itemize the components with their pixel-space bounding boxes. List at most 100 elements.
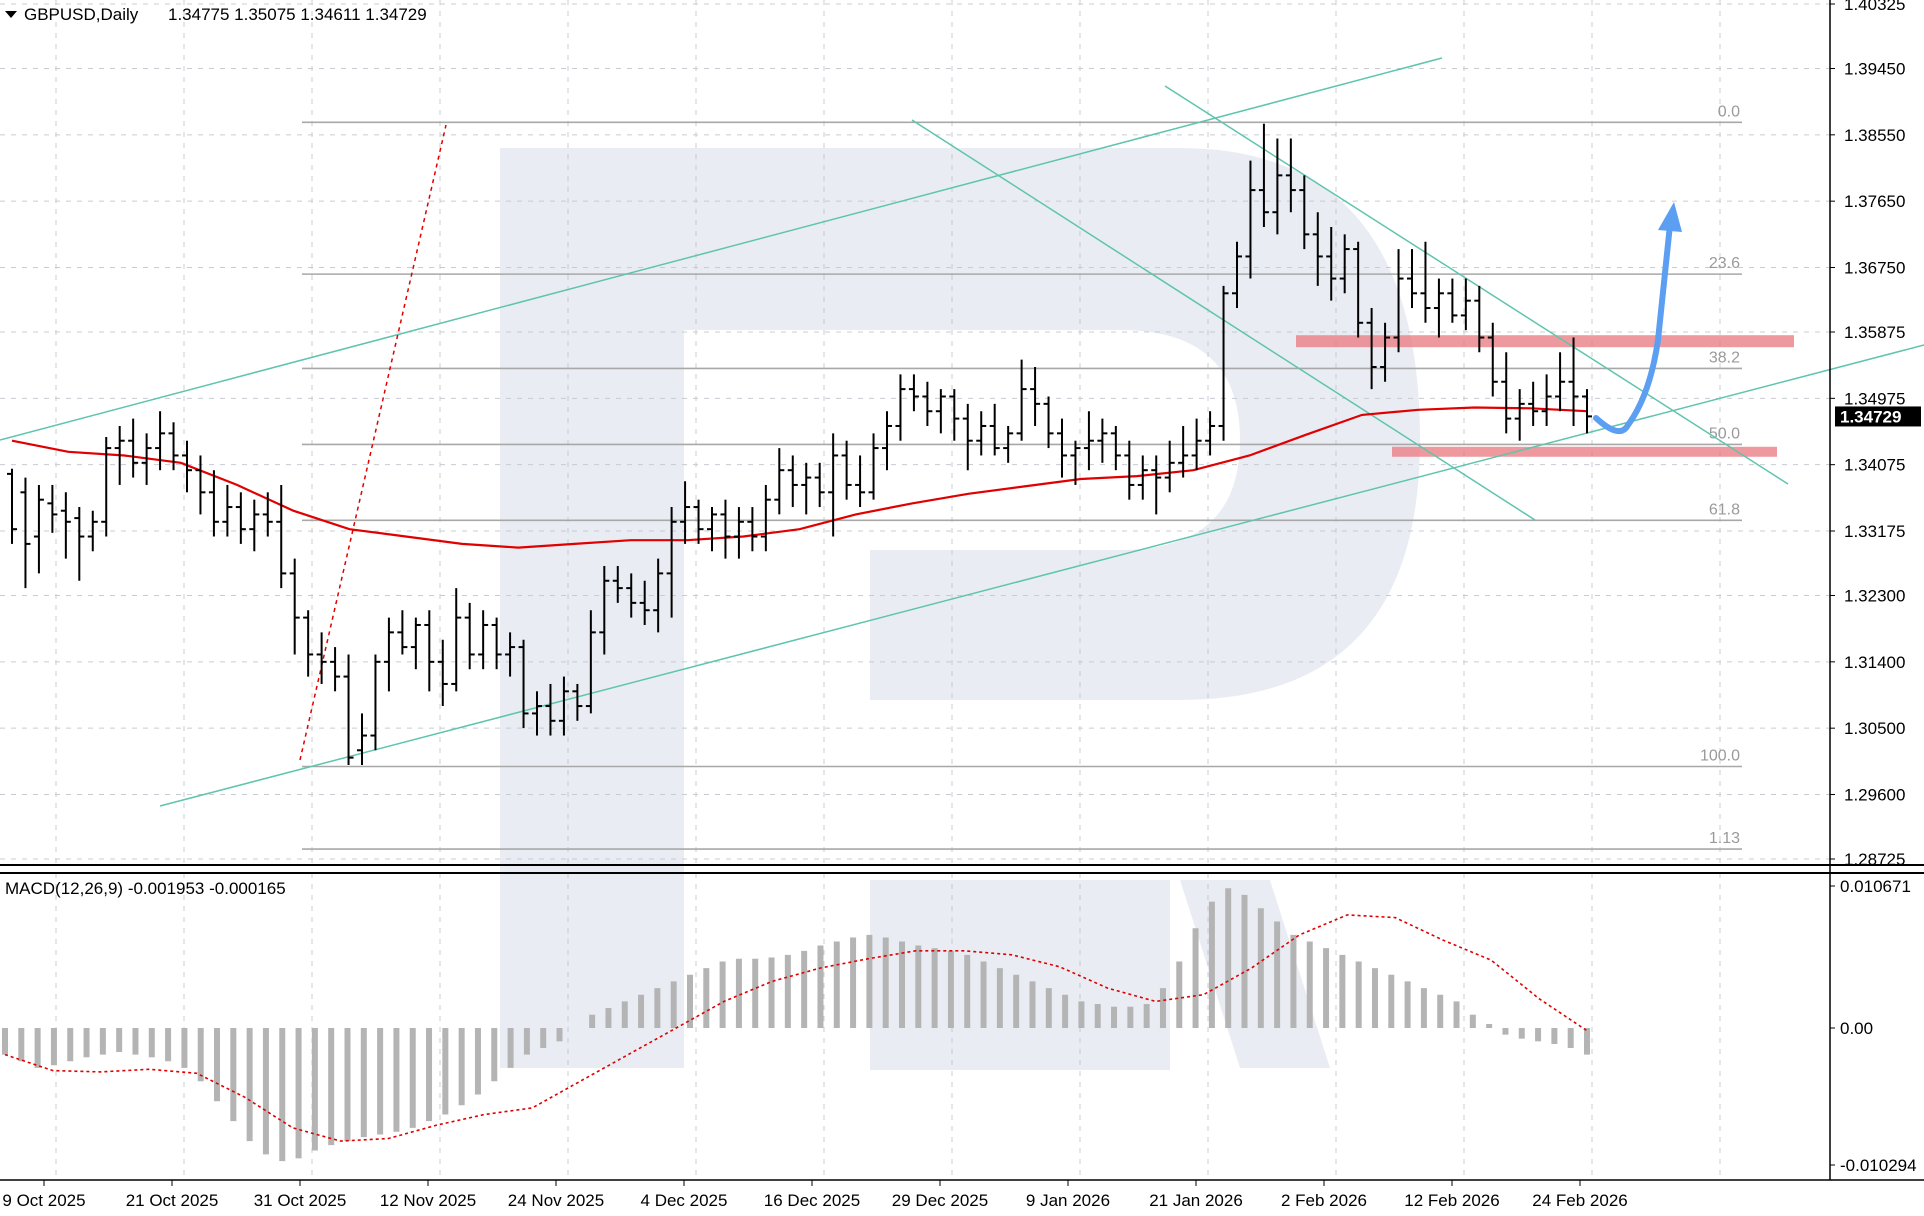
ohlc-bar (101, 437, 112, 537)
macd-panel (2, 888, 1590, 1162)
lower-channel-line (159, 344, 1924, 807)
price-tick-label: 1.32300 (1844, 586, 1905, 605)
ohlc-bar (572, 683, 583, 721)
ohlc-bar (1057, 418, 1067, 478)
ohlc-bar (814, 462, 825, 508)
ohlc-bar (882, 411, 892, 471)
price-tick-label: 1.40325 (1844, 0, 1905, 14)
ohlc-bar (1326, 226, 1337, 301)
ohlc-bar (1582, 389, 1592, 434)
fibonacci-levels: 0.0 23.6 38.2 50.0 61.8 100.0 1.13 (302, 103, 1742, 850)
ohlc-bar (1514, 389, 1525, 441)
ohlc-bar (1070, 440, 1081, 485)
fib-label: 1.13 (1709, 830, 1740, 847)
ohlc-bar (774, 448, 785, 515)
ohlc-bar (1003, 425, 1014, 463)
fib-label: 0.0 (1718, 103, 1740, 120)
moving-average (11, 406, 1588, 549)
ohlc-bar (1393, 249, 1404, 353)
ohlc-bar (1124, 440, 1135, 500)
time-tick-label: 9 Oct 2025 (2, 1191, 85, 1210)
ohlc-bar (60, 492, 71, 559)
ohlc-bar (33, 484, 44, 574)
ohlc-bar (1380, 322, 1391, 382)
ohlc-bar (1528, 381, 1539, 426)
ohlc-bar (1420, 241, 1431, 323)
ohlc-bar (935, 389, 946, 434)
ohlc-bar (276, 484, 287, 589)
price-tick-label: 1.37650 (1844, 192, 1905, 211)
ohlc-bar (249, 499, 260, 552)
ohlc-bar (1191, 418, 1202, 471)
macd-tick-label: -0.010294 (1840, 1156, 1917, 1175)
ohlc-bar (114, 425, 125, 485)
ohlc-bar (1487, 322, 1498, 397)
ohlc-bar (680, 481, 691, 544)
macd-tick-label: 0.010671 (1840, 877, 1911, 896)
ohlc-bar (383, 617, 394, 692)
time-tick-label: 4 Dec 2025 (641, 1191, 728, 1210)
ohlc-bar (585, 610, 596, 714)
ohlc-bar (612, 566, 623, 603)
ohlc-bar (289, 558, 300, 655)
forecast-arrowhead (1658, 202, 1682, 232)
moving-average-line (11, 406, 1588, 549)
time-tick-label: 24 Feb 2026 (1532, 1191, 1627, 1210)
collapse-triangle-icon[interactable] (5, 11, 17, 18)
ohlc-bar (747, 507, 758, 552)
watermark-tail (870, 880, 1170, 1070)
ohlc-bar (545, 683, 556, 736)
ohlc-bar (424, 610, 435, 692)
ohlc-bar (1164, 440, 1175, 493)
ohlc-bar (1339, 234, 1350, 294)
ohlc-bar (720, 499, 731, 559)
ohlc-bar (155, 411, 166, 471)
ohlc-bar (182, 440, 192, 493)
ohlc-bar (141, 433, 152, 485)
macd-label: MACD(12,26,9) -0.001953 -0.000165 (5, 879, 286, 898)
ohlc-bar (841, 440, 852, 500)
macd-tick-label: 0.00 (1840, 1019, 1873, 1038)
price-tick-label: 1.35875 (1844, 323, 1905, 342)
ohlc-bar (828, 433, 839, 537)
price-tick-label: 1.39450 (1844, 59, 1905, 78)
time-tick-label: 29 Dec 2025 (892, 1191, 988, 1210)
symbol-timeframe: GBPUSD,Daily (24, 5, 139, 24)
ohlc-bar (451, 588, 462, 692)
ohlc-bar (357, 713, 367, 766)
time-tick-label: 12 Feb 2026 (1404, 1191, 1499, 1210)
ohlc-bar (1366, 308, 1377, 390)
ohlc-bar (303, 610, 314, 677)
price-tick-label: 1.34075 (1844, 456, 1905, 475)
ohlc-bar (168, 422, 179, 471)
time-tick-label: 9 Jan 2026 (1026, 1191, 1110, 1210)
ohlc-values: 1.34775 1.35075 1.34611 1.34729 (168, 5, 427, 24)
watermark-stem (500, 148, 684, 1068)
current-price-label: 1.34729 (1840, 407, 1901, 426)
ohlc-bar (208, 470, 219, 537)
ohlc-bar (1083, 411, 1094, 471)
ohlc-bar (87, 510, 98, 552)
support-zone (1392, 446, 1777, 457)
ohlc-bar (801, 462, 812, 515)
time-axis: 9 Oct 2025 21 Oct 2025 31 Oct 2025 12 Nov 2… (2, 1180, 1628, 1210)
watermark-logo (500, 148, 1420, 1070)
price-tick-label: 1.34975 (1844, 389, 1905, 408)
ohlc-bar (1205, 411, 1216, 456)
time-tick-label: 24 Nov 2025 (508, 1191, 604, 1210)
ohlc-bar (639, 580, 650, 625)
ohlc-bar (733, 507, 744, 559)
ohlc-bar (1433, 278, 1444, 338)
ohlc-bar (1137, 455, 1148, 500)
ohlc-bar (1043, 396, 1054, 449)
ohlc-bar (1030, 367, 1041, 426)
ohlc-bar (976, 411, 987, 456)
ohlc-bar (330, 647, 341, 692)
ohlc-bar (20, 477, 31, 589)
ohlc-bar (410, 617, 421, 670)
price-tick-label: 1.36750 (1844, 259, 1905, 278)
ohlc-bar (343, 654, 354, 766)
ohlc-bar (262, 492, 273, 537)
ohlc-bar (1151, 455, 1162, 515)
